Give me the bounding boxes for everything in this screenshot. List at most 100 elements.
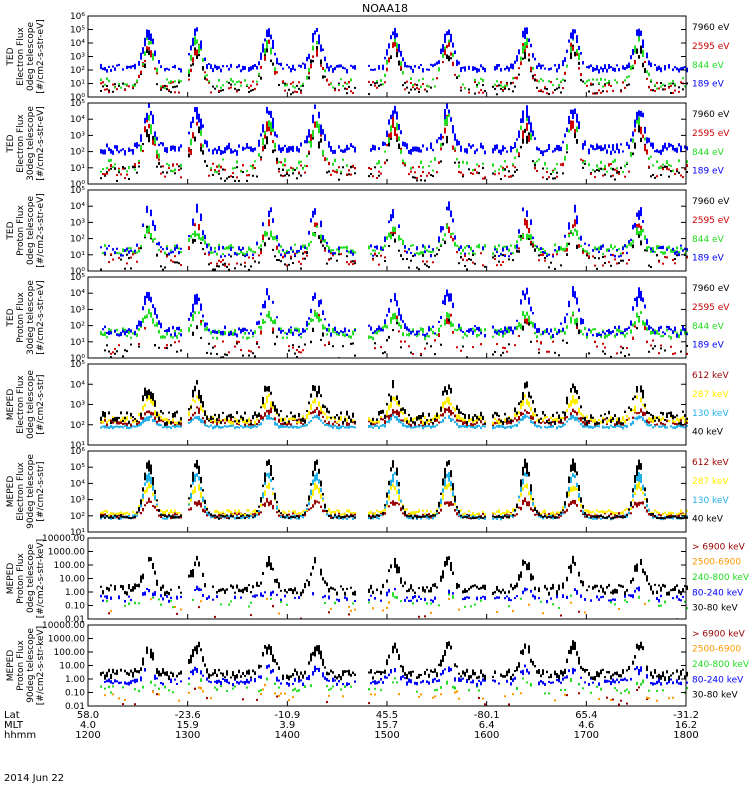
- data-point: [274, 71, 276, 75]
- data-point: [292, 146, 294, 152]
- data-point: [520, 299, 522, 304]
- data-point: [498, 330, 500, 332]
- data-point: [510, 245, 512, 247]
- data-point: [256, 321, 258, 325]
- data-point: [238, 81, 240, 83]
- data-point: [312, 60, 314, 62]
- data-point: [500, 420, 502, 423]
- data-point: [198, 298, 200, 301]
- data-point: [158, 424, 160, 427]
- data-point: [230, 425, 232, 427]
- y-tick-label: 10³: [70, 131, 85, 141]
- data-point: [380, 84, 382, 86]
- data-point: [300, 92, 302, 94]
- data-point: [532, 421, 534, 424]
- data-point: [376, 425, 378, 427]
- data-point: [120, 426, 122, 428]
- data-point: [254, 330, 256, 333]
- data-point: [390, 486, 392, 490]
- data-point: [202, 66, 204, 71]
- data-point: [604, 144, 606, 149]
- data-point: [658, 327, 660, 332]
- data-point: [526, 416, 528, 418]
- data-point: [572, 224, 574, 228]
- y-tick-label: 10⁴: [70, 39, 85, 49]
- data-point: [250, 351, 252, 353]
- data-point: [194, 137, 196, 142]
- data-point: [330, 65, 332, 67]
- data-point: [598, 89, 600, 91]
- data-point: [202, 409, 204, 412]
- data-point: [552, 92, 554, 94]
- data-point: [398, 61, 400, 66]
- data-point: [560, 330, 562, 332]
- data-point: [322, 235, 324, 240]
- data-point: [418, 147, 420, 152]
- data-point: [118, 421, 120, 424]
- data-point: [386, 131, 388, 137]
- data-point: [638, 29, 640, 37]
- data-point: [336, 509, 338, 511]
- data-point: [166, 256, 168, 258]
- data-point: [402, 320, 404, 323]
- data-point: [166, 79, 168, 81]
- data-point: [492, 163, 494, 166]
- data-point: [132, 421, 134, 423]
- data-point: [374, 82, 376, 84]
- data-point: [622, 151, 624, 153]
- data-point: [270, 122, 272, 132]
- legend-entry: 612 keV: [692, 371, 729, 381]
- data-point: [152, 485, 154, 491]
- data-point: [542, 151, 544, 157]
- data-point: [456, 251, 458, 253]
- data-point: [308, 141, 310, 143]
- data-point: [384, 161, 386, 164]
- data-point: [146, 474, 148, 483]
- data-point: [500, 253, 502, 255]
- data-point: [208, 149, 210, 152]
- data-point: [332, 345, 334, 347]
- data-point: [610, 419, 612, 423]
- data-point: [508, 420, 510, 424]
- data-point: [682, 411, 684, 413]
- data-point: [528, 53, 530, 56]
- data-point: [234, 167, 236, 169]
- data-point: [236, 343, 238, 345]
- data-point: [302, 83, 304, 85]
- data-point: [404, 409, 406, 414]
- data-point: [666, 420, 668, 423]
- data-point: [420, 518, 422, 520]
- data-point: [142, 63, 144, 66]
- data-point: [254, 509, 256, 513]
- data-point: [180, 144, 182, 147]
- data-point: [176, 244, 178, 248]
- data-point: [574, 52, 576, 57]
- data-point: [670, 85, 672, 87]
- data-point: [578, 408, 580, 414]
- data-point: [460, 350, 462, 352]
- data-point: [542, 91, 544, 93]
- data-point: [196, 406, 198, 408]
- data-point: [168, 89, 170, 91]
- data-point: [238, 341, 240, 343]
- data-point: [130, 257, 132, 259]
- data-point: [276, 235, 278, 239]
- data-point: [242, 417, 244, 421]
- data-point: [216, 337, 218, 340]
- data-point: [344, 513, 346, 515]
- data-point: [218, 330, 220, 334]
- data-point: [660, 82, 662, 84]
- data-point: [328, 328, 330, 332]
- data-point: [328, 250, 330, 253]
- data-point: [112, 418, 114, 422]
- data-point: [416, 179, 418, 181]
- data-point: [456, 329, 458, 331]
- data-point: [166, 422, 168, 426]
- data-point: [508, 67, 510, 71]
- data-point: [572, 110, 574, 119]
- data-point: [654, 84, 656, 86]
- data-point: [310, 420, 312, 422]
- data-point: [286, 421, 288, 423]
- data-point: [190, 493, 192, 499]
- data-point: [200, 337, 202, 339]
